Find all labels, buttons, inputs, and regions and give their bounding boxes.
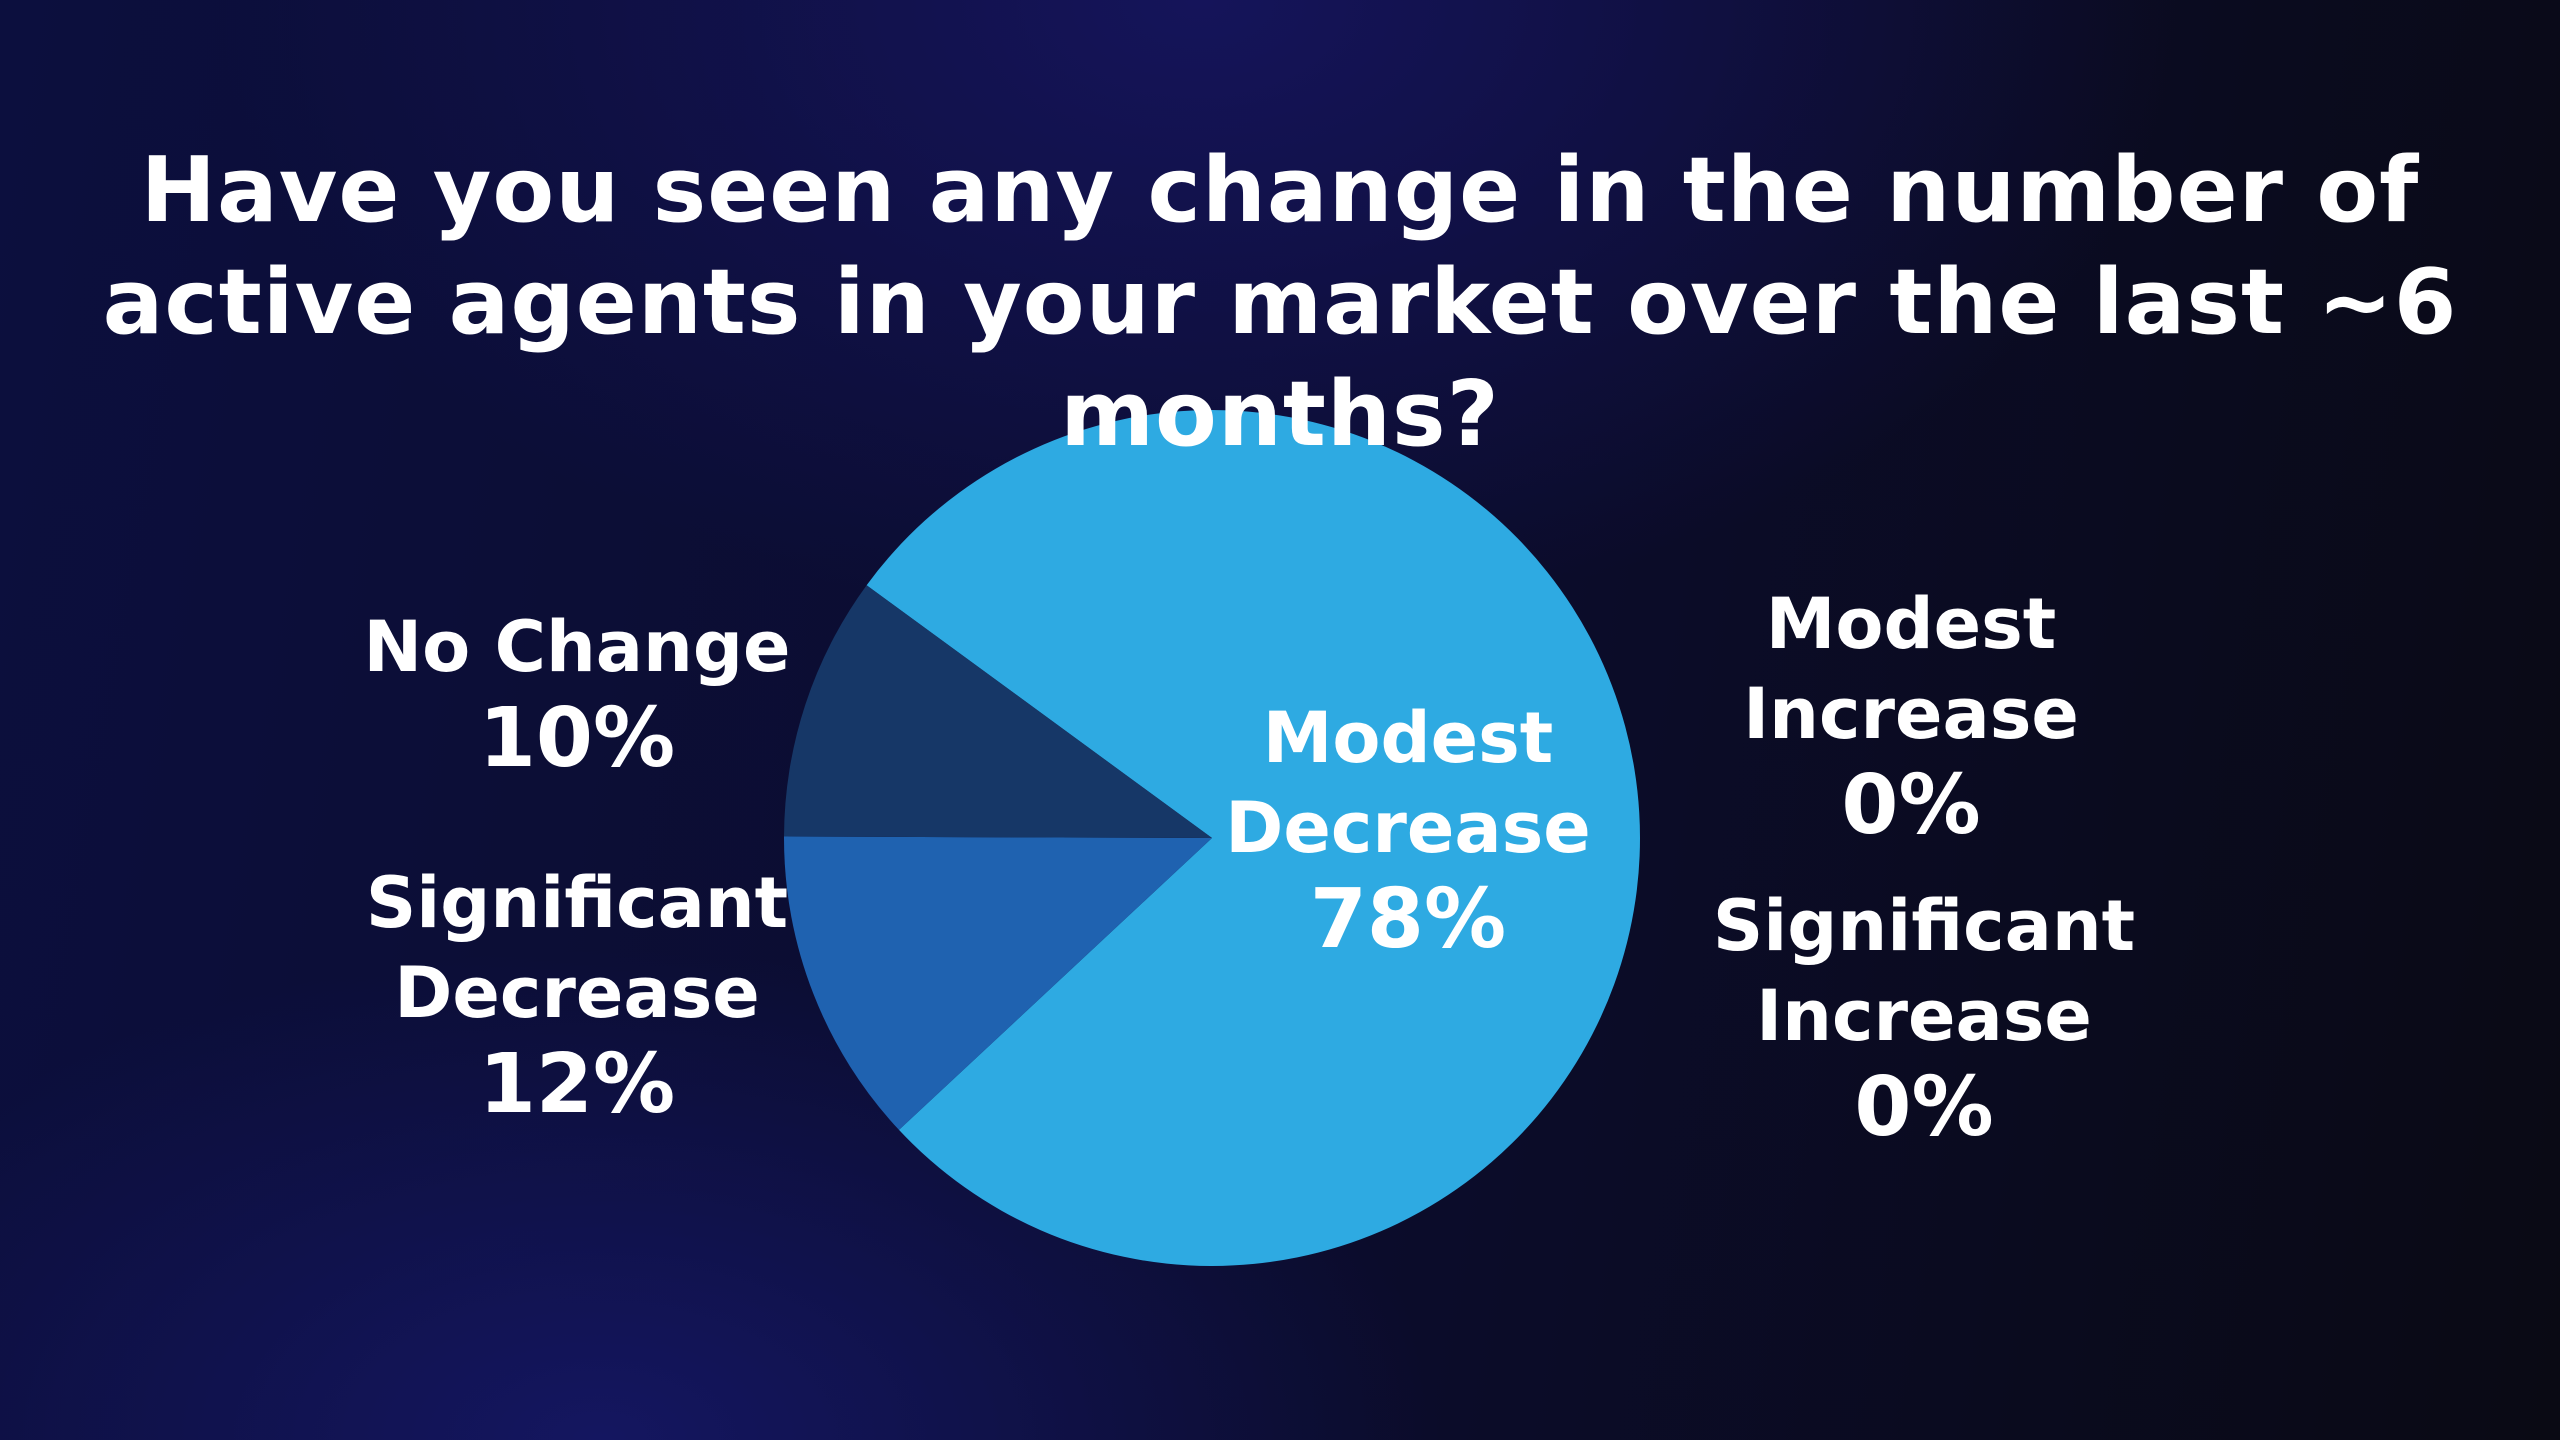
value-label: 0%: [1854, 1060, 1994, 1155]
chart-title: Have you seen any change in the number o…: [102, 138, 2458, 467]
category-label: Significant Increase: [1712, 885, 2136, 1057]
pie-slice: [784, 836, 1212, 1130]
slice-label: Significant Decrease 12%: [297, 858, 857, 1132]
category-label: Significant Decrease: [365, 862, 789, 1034]
pie-slice: [784, 585, 1212, 838]
category-label: No Change: [363, 606, 791, 688]
value-label: 10%: [478, 691, 676, 786]
slice-label: No Change 10%: [297, 602, 857, 786]
slice-label: Modest Decrease 78%: [1128, 693, 1688, 967]
slice-label: Significant Increase 0%: [1644, 881, 2204, 1155]
value-label: 0%: [1841, 758, 1981, 853]
value-label: 12%: [478, 1037, 676, 1132]
category-label: Modest Decrease: [1225, 697, 1591, 869]
slice-label: Modest Increase 0%: [1631, 579, 2191, 853]
category-label: Modest Increase: [1743, 583, 2079, 755]
value-label: 78%: [1309, 872, 1507, 967]
pie-slice: [866, 409, 1640, 1266]
